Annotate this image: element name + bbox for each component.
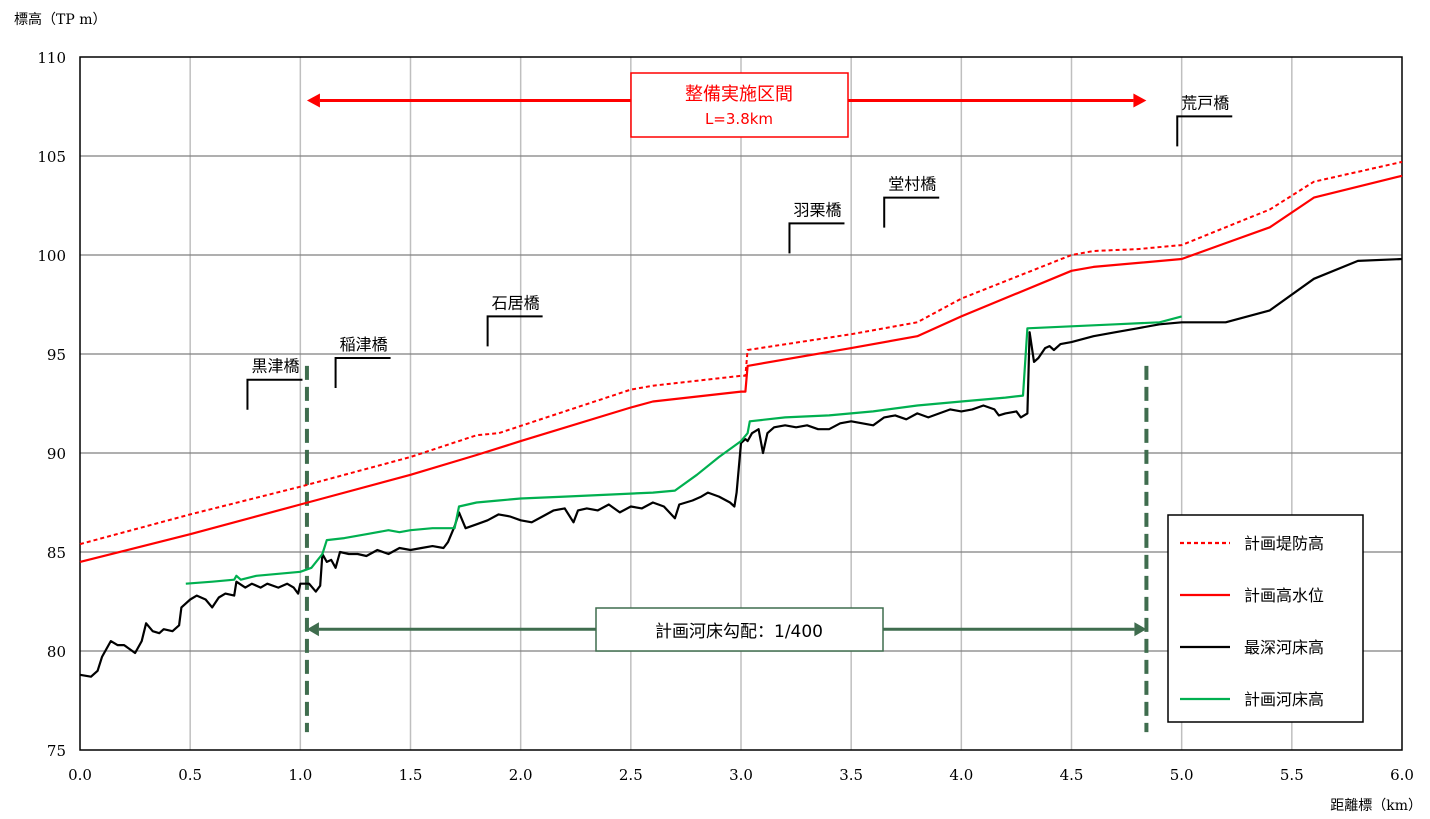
x-axis-title: 距離標（km）: [1330, 797, 1422, 814]
section-arrow-head-right: [1133, 93, 1147, 108]
series-line: [79, 174, 1403, 563]
x-tick-label: 0.0: [68, 766, 92, 784]
gradient-label: 計画河床勾配：1/400: [655, 622, 823, 642]
y-tick-label: 105: [37, 148, 66, 166]
series-line: [185, 315, 1182, 585]
y-tick-label: 80: [47, 643, 66, 661]
section-title: 整備実施区間: [685, 84, 793, 105]
y-tick-label: 110: [37, 49, 66, 67]
bridge-marker: [334, 356, 391, 388]
x-tick-label: 2.5: [619, 766, 643, 784]
bridge-label: 羽栗橋: [793, 200, 841, 219]
tick-labels: 0.0 0.5 1.0 1.5 2.0 2.5 3.0 3.5 4.0 4.5 5.0 5.5 6.0 7…: [37, 49, 1414, 784]
section-arrow-head-left: [306, 93, 320, 108]
gradient-label-box: [595, 607, 884, 652]
bridge-marker: [883, 196, 940, 228]
y-tick-label: 85: [47, 544, 66, 562]
x-tick-label: 3.5: [839, 766, 863, 784]
series-lines: [79, 160, 1403, 678]
bridge-markers: 黒津橋 稲津橋 石居橋 羽栗橋 堂村橋 荒戸橋: [246, 93, 1233, 410]
vertical-markers: [304, 365, 1149, 733]
x-tick-label: 4.0: [949, 766, 973, 784]
x-tick-label: 4.5: [1060, 766, 1084, 784]
y-tick-label: 100: [37, 247, 66, 265]
y-tick-label: 75: [47, 742, 66, 760]
annotations: 整備実施区間 L=3.8km 計画河床勾配：1/400: [306, 72, 1147, 652]
x-tick-label: 3.0: [729, 766, 753, 784]
x-tick-label: 5.0: [1170, 766, 1194, 784]
x-tick-label: 1.0: [288, 766, 312, 784]
bridge-label: 堂村橋: [888, 175, 936, 194]
gradient-arrow-head-right: [1134, 622, 1147, 637]
x-tick-label: 5.5: [1280, 766, 1304, 784]
legend-label: 計画高水位: [1244, 586, 1324, 605]
plot-frame: [79, 56, 1403, 751]
x-tick-label: 0.5: [178, 766, 202, 784]
legend-label: 計画河床高: [1244, 690, 1324, 709]
x-tick-label: 6.0: [1390, 766, 1414, 784]
bridge-label: 稲津橋: [340, 335, 388, 354]
legend-box: [1167, 514, 1364, 723]
bridge-marker: [486, 315, 543, 347]
bridge-label: 石居橋: [492, 293, 540, 312]
legend-label: 計画堤防高: [1244, 534, 1324, 553]
section-label-box: [630, 72, 849, 138]
y-tick-label: 95: [47, 346, 66, 364]
bridge-marker: [1176, 115, 1233, 147]
bridge-label: 荒戸橋: [1181, 93, 1229, 112]
x-tick-label: 1.5: [399, 766, 423, 784]
legend-label: 最深河床高: [1244, 638, 1324, 657]
section-length: L=3.8km: [705, 110, 773, 128]
bridge-marker: [788, 222, 845, 254]
x-tick-label: 2.0: [509, 766, 533, 784]
gradient-arrow-head-left: [306, 622, 319, 637]
y-tick-label: 90: [47, 445, 66, 463]
y-axis-title: 標高（TP m）: [14, 11, 106, 28]
series-line: [79, 160, 1403, 546]
bridge-label: 黒津橋: [251, 357, 299, 376]
series-line: [79, 257, 1403, 678]
bridge-marker: [246, 378, 303, 410]
